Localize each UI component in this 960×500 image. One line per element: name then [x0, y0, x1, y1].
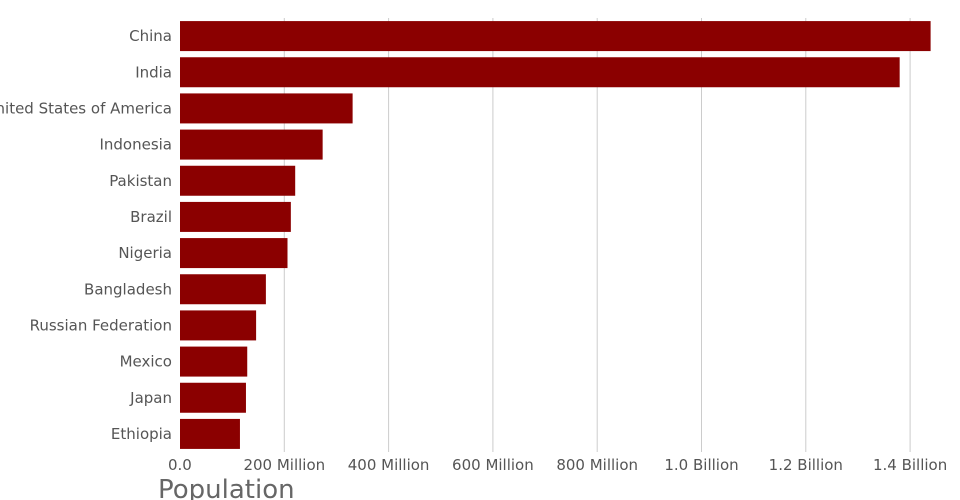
category-label: Japan	[129, 389, 172, 407]
gridlines	[283, 18, 911, 452]
category-label: Indonesia	[99, 136, 172, 154]
x-tick-label: 0.0	[168, 456, 192, 474]
bar	[180, 57, 900, 88]
category-label: United States of America	[0, 99, 172, 117]
x-tick-label: 600 Million	[452, 456, 534, 474]
category-label: Mexico	[120, 353, 172, 371]
category-label: Ethiopia	[111, 425, 172, 443]
x-tick-label: 1.4 Billion	[873, 456, 947, 474]
bar	[180, 129, 323, 160]
bar	[180, 93, 353, 124]
x-tick-label: 1.2 Billion	[769, 456, 843, 474]
bars	[180, 21, 931, 449]
x-tick-labels: 0.0 200 Million 400 Million 600 Million 800 …	[168, 456, 947, 474]
category-label: Bangladesh	[84, 280, 172, 298]
bar	[180, 418, 240, 449]
category-label: Brazil	[130, 208, 172, 226]
x-axis-title: Population	[158, 475, 295, 500]
x-tick-label: 1.0 Billion	[664, 456, 738, 474]
bar	[180, 346, 248, 377]
category-label: Nigeria	[118, 244, 172, 262]
category-label: China	[129, 27, 172, 45]
x-tick-label: 800 Million	[556, 456, 638, 474]
bar	[180, 274, 266, 305]
category-label: Pakistan	[109, 172, 172, 190]
bar	[180, 21, 931, 52]
bar	[180, 310, 257, 341]
x-tick-label: 400 Million	[348, 456, 430, 474]
bar	[180, 201, 291, 232]
bar	[180, 238, 288, 269]
bar	[180, 382, 246, 413]
x-tick-label: 200 Million	[243, 456, 325, 474]
bar	[180, 165, 296, 196]
category-label: India	[135, 63, 172, 81]
category-labels: China India United States of America Indone…	[0, 27, 172, 443]
category-label: Russian Federation	[30, 316, 172, 334]
